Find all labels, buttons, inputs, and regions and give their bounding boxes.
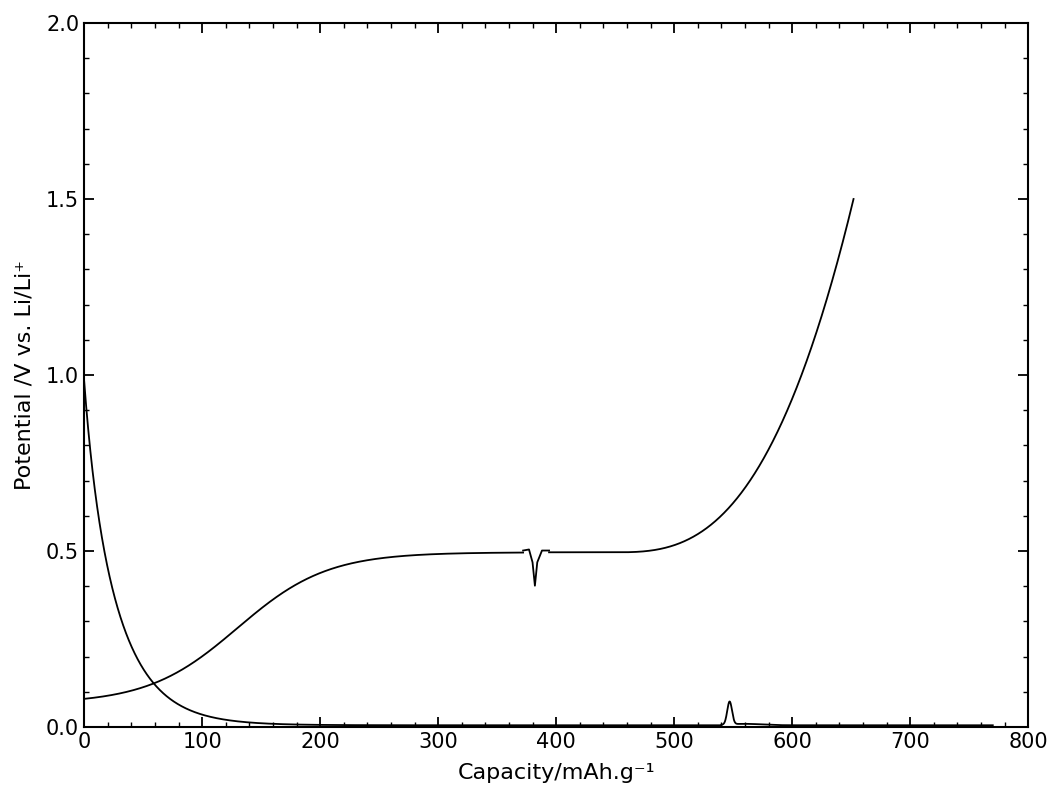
Y-axis label: Potential /V vs. Li/Li⁺: Potential /V vs. Li/Li⁺	[15, 260, 35, 490]
X-axis label: Capacity/mAh.g⁻¹: Capacity/mAh.g⁻¹	[457, 763, 655, 783]
